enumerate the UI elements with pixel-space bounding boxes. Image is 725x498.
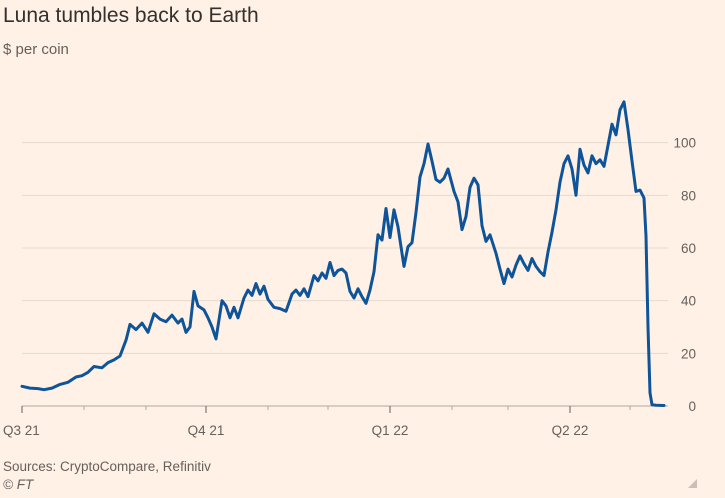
- resize-handle-icon[interactable]: [688, 479, 697, 488]
- copyright-note: © FT: [3, 477, 34, 492]
- y-tick-label: 0: [688, 399, 696, 414]
- x-tick-label: Q4 21: [188, 423, 225, 438]
- y-axis: 0 20 40 60 80 100: [673, 136, 696, 414]
- chart-title: Luna tumbles back to Earth: [3, 4, 259, 27]
- y-tick-label: 60: [681, 241, 696, 256]
- x-axis: Q3 21 Q4 21 Q1 22 Q2 22: [3, 405, 668, 438]
- y-tick-label: 100: [673, 136, 696, 151]
- x-tick-label: Q3 21: [3, 423, 40, 438]
- y-tick-label: 20: [681, 346, 696, 361]
- x-tick-label: Q2 22: [552, 423, 589, 438]
- series-layer: [20, 100, 666, 407]
- y-tick-label: 40: [681, 294, 696, 309]
- x-tick-label: Q1 22: [372, 423, 409, 438]
- source-note: Sources: CryptoCompare, Refinitiv: [3, 459, 211, 474]
- chart-subtitle: $ per coin: [3, 41, 69, 58]
- series-line: [20, 100, 666, 407]
- gridlines: [22, 142, 668, 354]
- y-tick-label: 80: [681, 188, 696, 203]
